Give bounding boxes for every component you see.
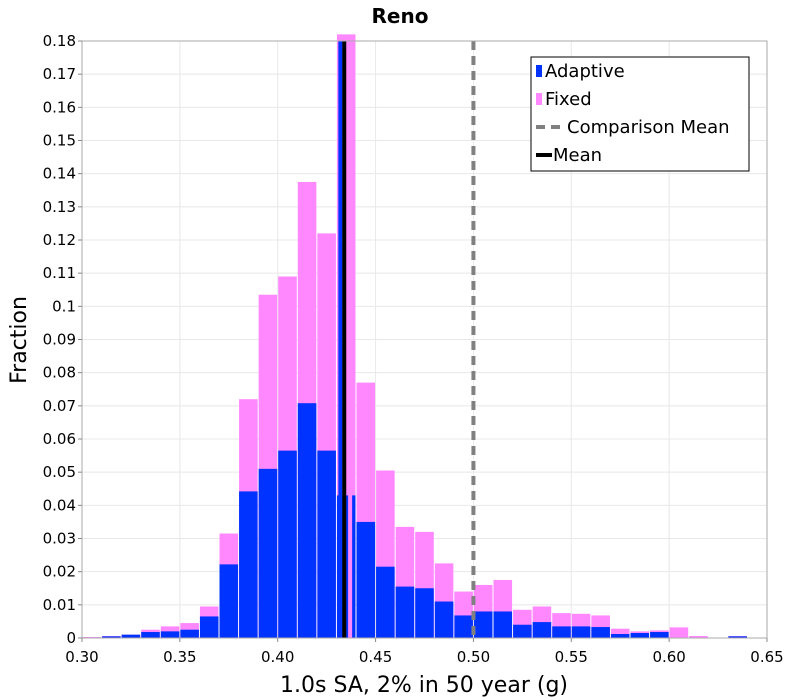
adaptive-bar [513,624,532,638]
mean-lines [338,41,476,638]
adaptive-bar [610,634,630,638]
adaptive-bar [102,636,121,638]
adaptive-bar [376,566,395,638]
adaptive-bar [728,636,747,638]
y-tick-label: 0.14 [43,165,76,183]
y-tick-label: 0.1 [52,297,76,315]
x-tick-label: 0.45 [359,648,392,666]
y-tick-label: 0.17 [43,65,76,83]
adaptive-bar [180,629,199,638]
legend: Adaptive Fixed Comparison Mean Mean [530,56,750,172]
y-tick-label: 0.13 [43,198,76,216]
adaptive-bar [395,586,415,638]
x-tick-label: 0.30 [65,648,98,666]
chart-title: Reno [372,4,429,28]
y-tick-label: 0.04 [43,496,76,514]
adaptive-bar [297,403,317,638]
adaptive-bar [532,622,552,638]
adaptive-bar [571,626,591,638]
adaptive-bar [239,491,258,638]
adaptive-bar [219,564,239,638]
y-tick-label: 0.08 [43,364,76,382]
legend-label: Adaptive [545,61,625,82]
adaptive-bar [121,634,141,638]
y-tick-label: 0.16 [43,98,76,116]
fixed-bar [689,636,708,638]
adaptive-bar [630,633,650,638]
legend-swatch-adaptive [536,65,542,77]
y-tick-label: 0.12 [43,231,76,249]
y-tick-label: 0.15 [43,132,76,150]
y-axis-title: Fraction [7,296,32,384]
adaptive-bar [415,588,434,638]
y-tick-label: 0 [66,629,76,647]
adaptive-bar [650,632,669,638]
x-tick-label: 0.60 [652,648,685,666]
fixed-bar [610,628,630,638]
adaptive-bar [317,450,336,638]
y-tick-label: 0.01 [43,596,76,614]
adaptive-bars [102,403,747,638]
legend-label: Comparison Mean [567,117,730,138]
adaptive-bar [258,468,278,638]
adaptive-bar [199,616,219,638]
adaptive-bar [434,601,454,638]
grid [81,40,768,639]
y-tick-label: 0.05 [43,463,76,481]
x-tick-label: 0.40 [261,648,294,666]
adaptive-bar [160,631,180,638]
y-axis-ticks: 0 0.01 0.02 0.03 0.04 0.05 0.06 0.07 0.08 0.09 0.1… [43,32,82,647]
x-tick-label: 0.35 [163,648,196,666]
x-axis-title: 1.0s SA, 2% in 50 year (g) [280,673,568,698]
adaptive-bar [454,615,473,638]
adaptive-bar [493,611,513,638]
legend-box [530,56,750,172]
y-tick-label: 0.09 [43,331,76,349]
adaptive-bar [278,450,297,638]
legend-swatch-fixed [536,93,542,105]
legend-label: Fixed [545,89,592,110]
adaptive-bar [591,627,610,638]
y-tick-label: 0.03 [43,530,76,548]
y-tick-label: 0.02 [43,563,76,581]
y-tick-label: 0.18 [43,32,76,50]
adaptive-bar [356,521,376,638]
y-tick-label: 0.07 [43,397,76,415]
x-axis-ticks: 0.30 0.35 0.40 0.45 0.50 0.55 0.60 0.65 [65,638,784,666]
adaptive-bar [552,626,571,638]
adaptive-bar [473,611,493,638]
y-tick-label: 0.11 [43,264,76,282]
x-tick-label: 0.65 [750,648,783,666]
fixed-bar [669,627,689,638]
legend-label: Mean [553,145,602,166]
adaptive-bar [141,632,160,638]
x-tick-label: 0.50 [457,648,490,666]
x-tick-label: 0.55 [555,648,588,666]
y-tick-label: 0.06 [43,430,76,448]
